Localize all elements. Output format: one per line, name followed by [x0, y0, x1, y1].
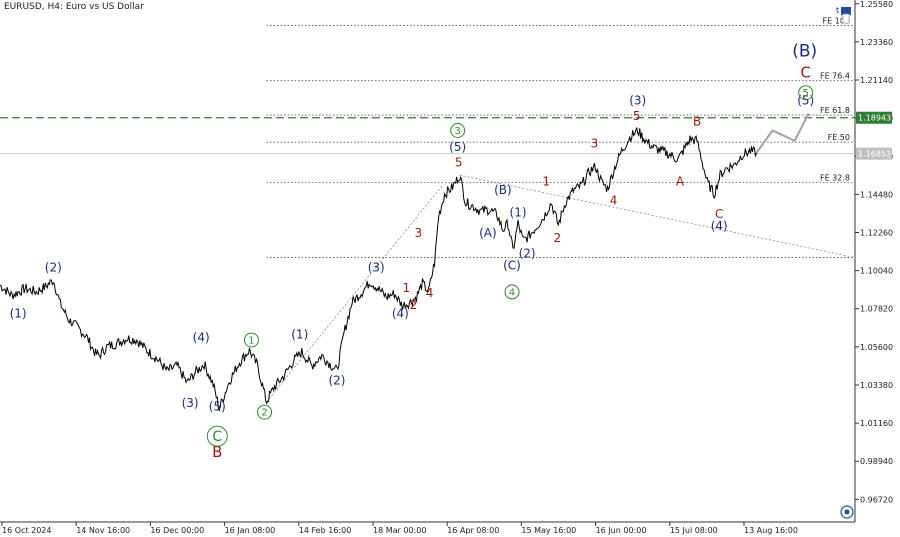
wave-label: 2: [410, 298, 418, 312]
wave-circle-label: 1: [248, 335, 254, 346]
y-tick-label: 1.14480: [860, 190, 893, 199]
y-tick-label: 0.98940: [860, 457, 893, 466]
wave-label: 3: [415, 226, 423, 240]
y-tick-label: 1.23360: [860, 38, 893, 47]
wave-label: 4: [610, 193, 618, 207]
y-tick-label: 1.07820: [860, 305, 893, 314]
wave-circle-label: 4: [509, 287, 515, 298]
wave-label: (4): [392, 307, 409, 321]
wave-label: (5): [449, 140, 466, 154]
wave-label: B: [212, 443, 222, 461]
trade-icon: [841, 7, 851, 24]
wave-label: (B): [494, 183, 512, 197]
wave-label: (2): [328, 374, 345, 388]
price-series: [0, 127, 757, 412]
x-tick-label: 18 Mar 00:00: [373, 526, 426, 535]
wave-label: (C): [503, 259, 521, 273]
x-tick-label: 13 Aug 16:00: [744, 526, 798, 535]
current-price-label: 1.18943: [858, 114, 891, 123]
fe-level-label: FE 50: [828, 133, 850, 142]
last-price-label: 1.16852: [858, 150, 891, 159]
wave-circle: [243, 332, 259, 348]
y-tick-label: 1.12260: [860, 228, 893, 237]
wave-label: (2): [519, 247, 536, 261]
y-tick-label: 1.21140: [860, 76, 893, 85]
wave-circle: [206, 425, 228, 447]
wave-label: (3): [629, 94, 646, 108]
y-tick-label: 0.96720: [860, 495, 893, 504]
wave-label: (5): [797, 94, 814, 108]
x-tick-label: 16 Jun 00:00: [596, 526, 647, 535]
corner-letter: t: [836, 6, 839, 15]
wave-label: (2): [45, 260, 62, 274]
x-tick-label: 14 Nov 16:00: [76, 526, 130, 535]
wave-label: 2: [553, 231, 561, 245]
fe-level-label: FE 76.4: [820, 72, 850, 81]
wave-label: (1): [291, 327, 308, 341]
wave-label: 5: [633, 109, 641, 123]
wave-circle: [798, 85, 814, 101]
wave-label: C: [800, 63, 810, 81]
y-tick-label: 1.25580: [860, 0, 893, 9]
last-price-tag: [856, 147, 892, 160]
wave-label: (1): [510, 205, 527, 219]
wave-circle-label: C: [212, 429, 222, 445]
wave-circle: [257, 404, 273, 420]
wave-label: (3): [182, 396, 199, 410]
wave-label: 5: [455, 156, 463, 170]
x-tick-label: 16 Dec 00:00: [150, 526, 204, 535]
x-tick-label: 14 Feb 16:00: [299, 526, 351, 535]
wave-label: A: [676, 174, 685, 188]
fe-level-label: FE 61.8: [820, 106, 850, 115]
wave-label: (B): [792, 42, 817, 62]
trend-line: [459, 174, 856, 258]
wave-label: (4): [193, 331, 210, 345]
projection-path: [755, 112, 810, 154]
wave-label: 3: [591, 137, 599, 151]
fe-level-label: FE 100: [823, 17, 850, 26]
wave-label: B: [693, 114, 701, 128]
wave-label: 4: [426, 286, 434, 300]
wave-label: C: [715, 207, 723, 221]
wave-label: (4): [711, 219, 728, 233]
wave-label: 1: [542, 174, 550, 188]
wave-circle: [450, 123, 466, 138]
wave-label: (3): [368, 260, 385, 274]
wave-circle-label: 2: [261, 408, 267, 419]
settings-icon: [840, 505, 854, 519]
trend-line: [266, 185, 443, 403]
wave-label: (5): [209, 399, 226, 413]
wave-circle-label: 5: [803, 88, 809, 99]
current-price-tag: [856, 111, 892, 124]
x-tick-label: 15 Jul 08:00: [670, 526, 718, 535]
chart-title: EURUSD, H4: Euro vs US Dollar: [4, 2, 144, 12]
y-tick-label: 1.03380: [860, 381, 893, 390]
y-tick-label: 1.10040: [860, 267, 893, 276]
wave-circle-label: 3: [454, 126, 460, 137]
wave-circle: [504, 284, 520, 300]
x-tick-label: 15 May 16:00: [521, 526, 576, 535]
fe-level-label: FE 32.8: [820, 174, 850, 183]
wave-label: (1): [10, 307, 27, 321]
wave-label: (A): [479, 226, 497, 240]
x-tick-label: 16 Apr 08:00: [447, 526, 499, 535]
x-tick-label: 16 Oct 2024: [2, 526, 51, 535]
y-tick-label: 1.01160: [860, 419, 893, 428]
y-tick-label: 1.05600: [860, 343, 893, 352]
wave-label: 1: [403, 281, 411, 295]
x-tick-label: 16 Jan 08:00: [225, 526, 276, 535]
